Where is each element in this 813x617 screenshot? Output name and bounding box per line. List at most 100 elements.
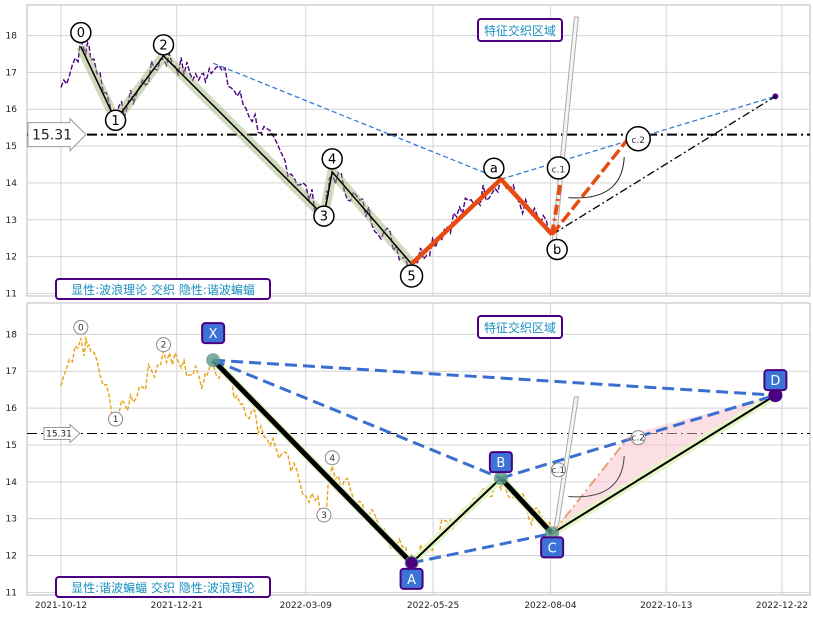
bottom-panel: 111213141516171815.31XABCD01234c.1c.2202… xyxy=(6,302,811,611)
small-label-3: 3 xyxy=(321,511,327,521)
top-ytick-18: 18 xyxy=(6,32,18,42)
harmonic-label-B: B xyxy=(496,456,505,471)
top-ytick-11: 11 xyxy=(6,289,17,299)
wave-label-circle-b xyxy=(546,238,568,261)
harmonic-label-X: X xyxy=(209,327,218,342)
wave-label-circle-1 xyxy=(104,109,127,132)
wave-label-1: 1 xyxy=(111,114,119,129)
xtick-4: 2022-08-04 xyxy=(524,601,577,611)
wave-label-3: 3 xyxy=(320,210,328,225)
xtick-6: 2022-12-22 xyxy=(756,601,808,611)
top-region-label: 特征交织区域 xyxy=(484,23,556,38)
bottom-abc-arc xyxy=(568,455,625,498)
top-ytick-13: 13 xyxy=(6,216,17,226)
small-label-circle-c1 xyxy=(550,462,566,478)
small-label-2: 2 xyxy=(161,341,167,351)
abc-arc xyxy=(568,157,625,199)
xtick-3: 2022-05-25 xyxy=(407,601,459,611)
bottom-region-label: 特征交织区域 xyxy=(484,320,556,335)
harmonic-diagonal-3 xyxy=(500,393,776,480)
wave-line xyxy=(80,46,413,265)
bottom-corner-label: 显性:谐波蝙蝠 交织 隐性:波浪理论 xyxy=(71,580,255,595)
bottom-ytick-16: 16 xyxy=(6,404,18,414)
xtick-2: 2022-03-09 xyxy=(280,601,333,611)
small-label-circle-c2 xyxy=(630,430,646,446)
top-panel-frame xyxy=(26,4,811,297)
projection-bd xyxy=(551,95,776,236)
abc-c2-line xyxy=(550,137,630,236)
bottom-ytick-12: 12 xyxy=(6,552,17,562)
top-corner-label-box xyxy=(55,278,271,300)
wave-label-0: 0 xyxy=(77,26,85,41)
harmonic-xa-thick xyxy=(211,358,414,565)
top-panel: 111213141516171815.31012345abc.1c.2特征交织区… xyxy=(6,4,811,300)
small-label-circle-4 xyxy=(324,450,340,466)
top-level-badge xyxy=(27,117,87,152)
wave-label-circle-c1 xyxy=(546,156,571,180)
top-ytick-16: 16 xyxy=(6,105,18,115)
harmonic-label-C: C xyxy=(548,541,557,556)
small-label-circle-1 xyxy=(108,411,124,427)
top-ytick-15: 15 xyxy=(6,142,17,152)
bottom-ytick-17: 17 xyxy=(6,367,17,377)
small-label-c1: c.1 xyxy=(552,466,566,476)
wave-label-circle-3 xyxy=(313,205,335,227)
wave-label-a: a xyxy=(490,162,498,177)
harmonic-label-D: D xyxy=(770,374,780,389)
bottom-region-label-box xyxy=(477,315,563,339)
small-label-circle-2 xyxy=(156,337,172,353)
wave-label-5: 5 xyxy=(407,269,415,284)
small-label-circle-0 xyxy=(73,319,89,335)
harmonic-node-d xyxy=(768,388,783,403)
harmonic-node-2 xyxy=(493,471,508,486)
bottom-ytick-18: 18 xyxy=(6,330,18,340)
xtick-5: 2022-10-13 xyxy=(640,601,692,611)
wave-label-c2: c.2 xyxy=(631,136,645,146)
wave-label-2: 2 xyxy=(159,38,167,53)
small-label-circle-3 xyxy=(316,507,332,523)
wave-label-circle-a xyxy=(483,157,505,179)
top-region-label-box xyxy=(477,18,563,42)
wave-label-c1: c.1 xyxy=(552,165,566,175)
harmonic-label-box-B xyxy=(488,451,513,474)
bottom-corner-label-box xyxy=(55,576,271,598)
top-corner-label: 显性:波浪理论 交织 隐性:谐波蝙蝠 xyxy=(71,282,255,297)
xtick-1: 2021-12-21 xyxy=(151,601,203,611)
small-label-1: 1 xyxy=(113,415,119,425)
harmonic-label-box-C xyxy=(540,536,565,559)
bottom-ytick-11: 11 xyxy=(6,588,17,598)
harmonic-bc-thick xyxy=(499,476,554,536)
top-ytick-17: 17 xyxy=(6,68,17,78)
small-label-4: 4 xyxy=(329,454,335,464)
wave-label-circle-2 xyxy=(152,34,175,56)
abc-line xyxy=(410,176,554,266)
harmonic-node-a-center xyxy=(405,556,418,569)
harmonic-label-A: A xyxy=(407,573,416,588)
wave-label-4: 4 xyxy=(328,152,336,167)
abc-c1-line xyxy=(550,182,563,235)
bottom-ytick-14: 14 xyxy=(6,478,18,488)
xtick-0: 2021-10-12 xyxy=(35,601,87,611)
wave-label-circle-4 xyxy=(321,148,343,170)
wave-label-circle-0 xyxy=(70,21,92,44)
harmonic-diagonal-2 xyxy=(411,531,553,565)
wave-label-b: b xyxy=(553,243,561,258)
harmonic-c2-line xyxy=(551,436,629,535)
harmonic-diagonal-0 xyxy=(212,358,502,480)
bottom-ytick-13: 13 xyxy=(6,515,17,525)
bottom-level-badge xyxy=(43,423,81,444)
bottom-level-label: 15.31 xyxy=(46,430,72,440)
projection-xa xyxy=(212,62,502,180)
small-label-0: 0 xyxy=(78,323,84,333)
harmonic-node-0 xyxy=(206,353,221,368)
harmonic-label-box-D xyxy=(763,369,788,392)
bottom-ytick-15: 15 xyxy=(6,441,17,451)
top-level-label: 15.31 xyxy=(32,128,72,144)
small-label-c2: c.2 xyxy=(631,434,645,444)
harmonic-diagonal-1 xyxy=(213,358,776,397)
harmonic-label-box-X xyxy=(201,322,226,345)
wave-label-circle-c2 xyxy=(625,125,651,152)
bottom-price-series xyxy=(60,336,553,568)
